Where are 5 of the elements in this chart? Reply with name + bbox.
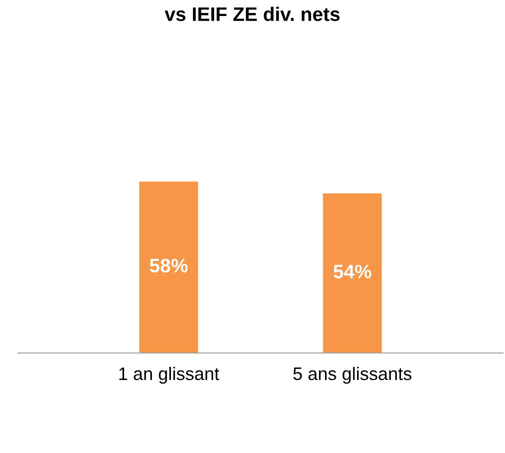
x-tick-label: 1 an glissant [119,366,220,384]
chart-title: vs IEIF ZE div. nets [164,6,340,22]
x-tick-label: 5 ans glissants [293,366,412,384]
data-label: 54% [333,264,372,278]
data-label: 58% [150,258,188,273]
